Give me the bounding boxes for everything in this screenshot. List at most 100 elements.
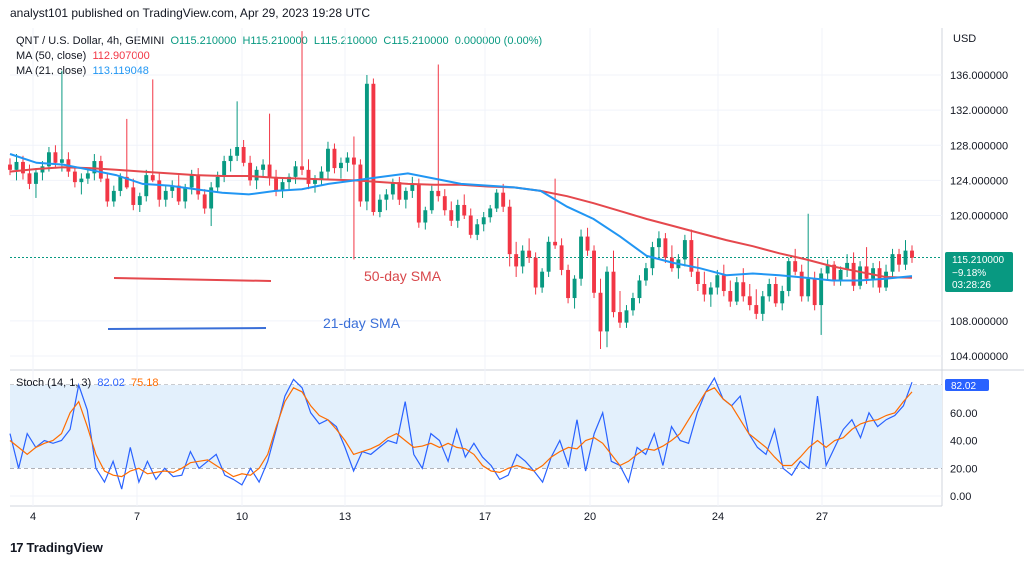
candle-body — [235, 147, 240, 156]
x-tick-label: 7 — [134, 511, 140, 523]
stoch-tick-label: 20.00 — [950, 463, 978, 475]
candle-body — [767, 283, 772, 297]
candle-body — [734, 282, 739, 302]
candle-body — [663, 238, 668, 258]
candle-body — [812, 278, 817, 306]
stoch-legend[interactable]: Stoch (14, 1, 3) 82.02 75.18 — [16, 377, 159, 389]
candle-body — [624, 310, 629, 323]
candle-body — [222, 161, 227, 177]
candle-body — [507, 206, 512, 255]
candle-body — [695, 271, 700, 284]
currency-label[interactable]: USD — [953, 33, 977, 45]
change-value: 0.000000 (0.00%) — [454, 35, 543, 47]
candle-body — [163, 190, 168, 200]
candle-body — [248, 162, 253, 181]
candle-body — [572, 278, 577, 299]
y-tick-label: 104.000000 — [950, 351, 1008, 363]
candle-body — [533, 257, 538, 288]
candle-body — [183, 187, 188, 202]
y-tick-label: 124.000000 — [950, 175, 1008, 187]
candle-body — [832, 264, 837, 281]
candle-body — [780, 291, 785, 304]
candle-body — [527, 250, 532, 258]
candle-body — [494, 192, 499, 209]
price-badge-bg — [945, 252, 1013, 292]
candle-body — [131, 187, 136, 205]
candle-body — [903, 250, 908, 265]
stoch-tick-label: 60.00 — [950, 408, 978, 420]
candle-body — [708, 287, 713, 295]
y-tick-label: 128.000000 — [950, 140, 1008, 152]
x-tick-label: 20 — [584, 511, 596, 523]
ma50-row[interactable]: MA (50, close) 112.907000 — [16, 49, 542, 64]
stoch-d-value: 75.18 — [131, 377, 159, 389]
candle-body — [598, 292, 603, 332]
candle-body — [215, 176, 220, 188]
candle-body — [416, 183, 421, 223]
candle-body — [462, 204, 467, 216]
candle-body — [313, 178, 317, 184]
candle-body — [53, 152, 58, 163]
candle-body — [760, 296, 765, 314]
candle-body — [241, 147, 246, 163]
legend-block: QNT / U.S. Dollar, 4h, GEMINI O115.21000… — [16, 34, 542, 79]
candle-body — [423, 210, 428, 223]
candle-body — [618, 312, 622, 323]
stoch-label: Stoch (14, 1, 3) — [16, 377, 92, 389]
x-tick-label: 27 — [816, 511, 828, 523]
candle-body — [579, 236, 583, 279]
candle-body — [358, 164, 363, 202]
candle-body — [189, 175, 194, 188]
y-tick-label: 136.000000 — [950, 70, 1008, 82]
candle-body — [702, 283, 707, 295]
candles — [8, 31, 914, 349]
symbol-row: QNT / U.S. Dollar, 4h, GEMINI O115.21000… — [16, 34, 542, 49]
candle-body — [721, 275, 726, 292]
publish-info: analyst101 published on TradingView.com,… — [10, 6, 371, 20]
ma21-row[interactable]: MA (21, close) 113.119048 — [16, 64, 542, 79]
candle-body — [429, 190, 434, 211]
candle-body — [475, 224, 480, 235]
stoch-band — [10, 385, 942, 468]
stoch-d-line — [9, 387, 913, 478]
candle-body — [300, 166, 304, 170]
candle-body — [747, 296, 752, 306]
stoch-tick-label: 40.00 — [950, 436, 978, 448]
candle-body — [799, 271, 804, 297]
candle-body — [228, 155, 233, 162]
candle-body — [21, 161, 25, 174]
stoch-k-line — [9, 376, 913, 490]
candle-body — [728, 291, 733, 302]
candle-body — [631, 298, 635, 311]
candle-body — [546, 241, 551, 272]
candle-body — [170, 185, 175, 191]
candle-body — [592, 250, 596, 293]
candle-body — [14, 161, 19, 170]
candle-body — [332, 148, 337, 169]
candle-body — [910, 250, 914, 258]
candle-body — [371, 83, 376, 212]
stoch-badges: 82.02 — [945, 379, 989, 392]
sma50-annotation-line — [113, 277, 272, 282]
candle-body — [566, 269, 571, 299]
candle-body — [319, 171, 324, 179]
candle-body — [118, 176, 123, 191]
x-tick-label: 4 — [30, 511, 36, 523]
x-tick-label: 13 — [339, 511, 351, 523]
candle-body — [501, 192, 506, 207]
candle-body — [488, 208, 493, 218]
candle-body — [384, 194, 389, 200]
price-badge: 115.210000 — [952, 255, 1005, 266]
candle-body — [339, 162, 343, 169]
tradingview-brand[interactable]: 17 TradingView — [10, 540, 103, 555]
candle-body — [254, 169, 259, 181]
candle-body — [605, 271, 609, 332]
candle-body — [468, 215, 473, 235]
candle-body — [306, 169, 311, 184]
candle-body — [689, 240, 694, 272]
candle-body — [364, 83, 369, 202]
candle-body — [390, 182, 395, 195]
stoch-k-value: 82.02 — [97, 377, 125, 389]
change-badge: −9.18% — [952, 268, 986, 279]
